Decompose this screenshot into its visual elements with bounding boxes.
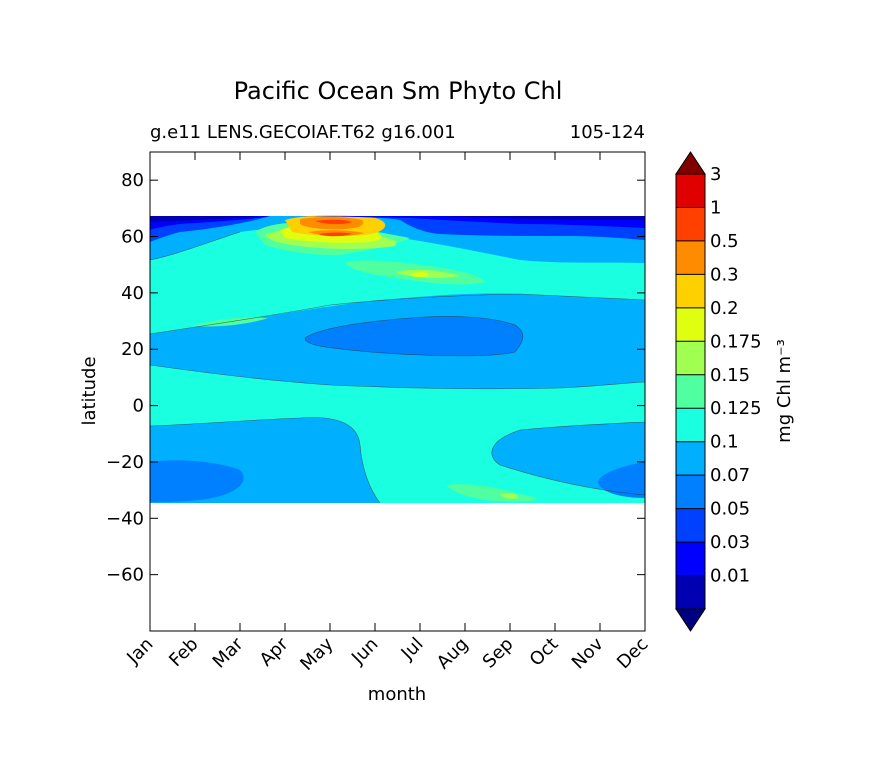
colorbar-tick-label: 0.15 <box>710 365 750 386</box>
contour-region-ice-core <box>150 216 645 230</box>
colorbar-segment <box>676 508 705 543</box>
colorbar-tick-label: 0.3 <box>710 264 739 285</box>
colorbar-tick-label: 0.1 <box>710 432 739 453</box>
colorbar-label: mg Chl m⁻³ <box>774 339 795 443</box>
contour-region-north-min <box>305 316 523 356</box>
colorbar-extend-min <box>675 608 706 632</box>
x-tick-label: Dec <box>613 634 652 673</box>
x-tick-label: Aug <box>433 634 473 674</box>
colorbar-segment <box>676 274 705 308</box>
chart-title: Pacific Ocean Sm Phyto Chl <box>234 77 563 105</box>
x-tick-label: Feb <box>165 634 202 671</box>
colorbar-tick-label: 0.03 <box>710 532 750 553</box>
contour-region-bloom-max <box>315 219 352 237</box>
y-tick-label: −40 <box>106 508 144 529</box>
colorbar-tick-label: 0.175 <box>710 331 762 352</box>
y-tick-label: −60 <box>106 565 144 586</box>
colorbar-segment <box>676 341 705 375</box>
x-tick-label: Oct <box>526 634 563 671</box>
x-tick-label: Nov <box>568 633 608 673</box>
x-tick-label: Jul <box>397 634 428 665</box>
colorbar-tick-label: 0.5 <box>710 231 739 252</box>
x-tick-label: Jun <box>347 634 382 669</box>
contour-region-bloom-high <box>280 224 429 278</box>
contour-lines <box>150 231 645 504</box>
colorbar-tick-label: 0.07 <box>710 465 750 486</box>
colorbar-segment <box>676 207 705 241</box>
contour-region-ice-deep <box>150 216 645 222</box>
contour-region-equatorial <box>150 228 645 503</box>
colorbar-segment <box>676 441 705 476</box>
y-axis: 80 60 40 20 0 −20 −40 −60 <box>106 170 645 586</box>
x-tick-label: Apr <box>256 633 293 670</box>
contour-region-south-min-west <box>150 460 244 502</box>
x-tick-label: Mar <box>209 633 248 672</box>
chart-subtitle-right: 105-124 <box>570 122 645 143</box>
x-axis-label: month <box>368 684 426 705</box>
colorbar-segment <box>676 307 705 342</box>
y-axis-label: latitude <box>79 356 100 425</box>
y-tick-label: −20 <box>106 452 144 473</box>
colorbar-tick-label: 0.125 <box>710 398 762 419</box>
y-tick-label: 80 <box>121 170 144 191</box>
plot-frame <box>149 151 646 632</box>
y-tick-label: 40 <box>121 283 144 304</box>
colorbar-segment <box>676 408 705 442</box>
contour-region-south-min-east <box>598 462 645 498</box>
y-tick-label: 0 <box>133 396 144 417</box>
plot-area <box>149 151 646 632</box>
colorbar-segment <box>676 575 705 609</box>
x-tick-label: Sep <box>479 634 518 673</box>
contour-fill <box>150 215 645 504</box>
colorbar-tick-label: 0.2 <box>710 298 739 319</box>
colorbar-tick-label: 0.01 <box>710 566 750 587</box>
colorbar: 0.01 0.03 0.05 0.07 0.1 0.125 0.15 0.175 0.2 0.3 0… <box>675 151 762 632</box>
colorbar-tick-label: 3 <box>710 164 721 185</box>
colorbar-extend-max <box>675 151 706 175</box>
x-tick-label: Jan <box>122 634 157 669</box>
colorbar-tick-label: 0.05 <box>710 499 750 520</box>
y-tick-label: 60 <box>121 227 144 248</box>
colorbar-segment <box>676 174 705 208</box>
colorbar-segment <box>676 542 705 576</box>
y-tick-label: 20 <box>121 339 144 360</box>
colorbar-segment <box>676 240 705 275</box>
colorbar-segment <box>676 374 705 409</box>
chart-subtitle-left: g.e11 LENS.GECOIAF.T62 g16.001 <box>150 122 456 143</box>
colorbar-tick-label: 1 <box>710 197 721 218</box>
x-tick-label: May <box>296 633 337 674</box>
colorbar-segment <box>676 475 705 509</box>
